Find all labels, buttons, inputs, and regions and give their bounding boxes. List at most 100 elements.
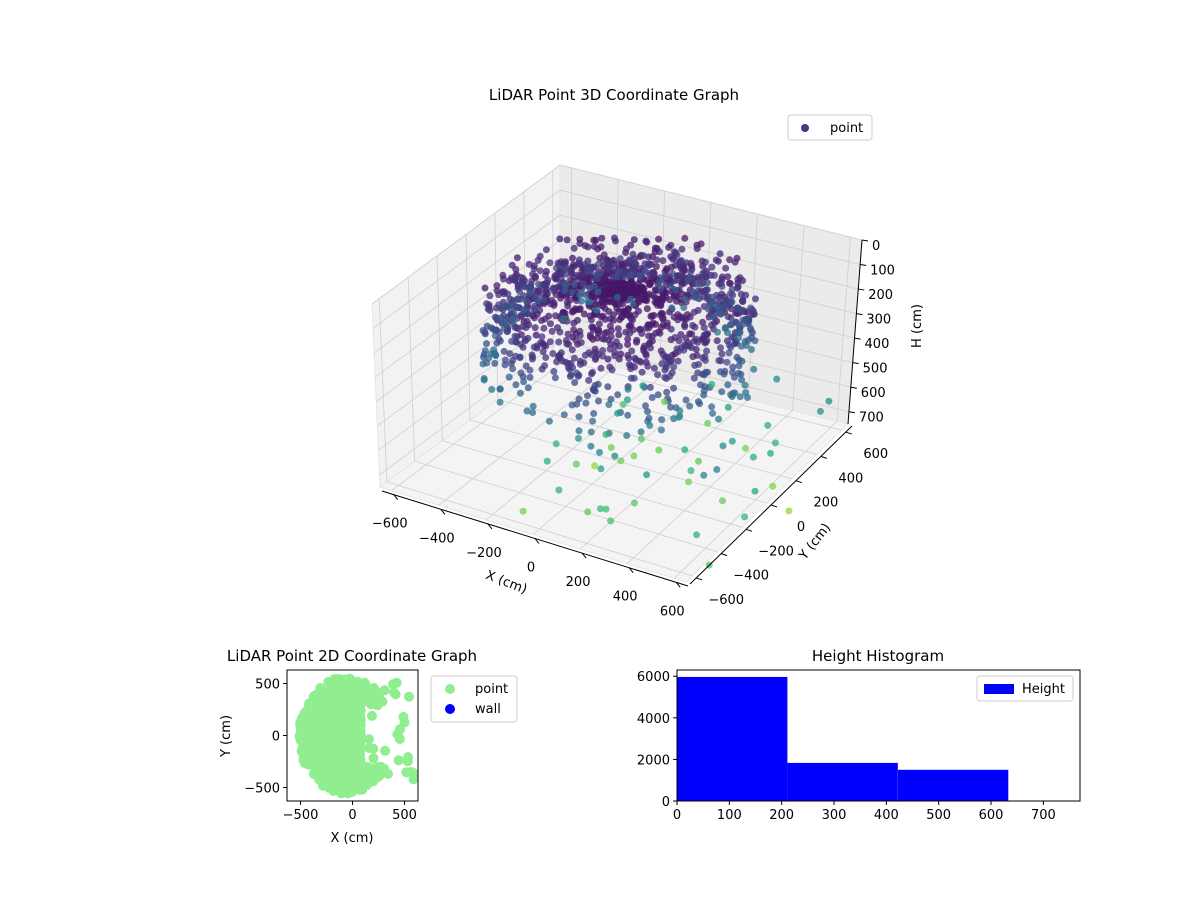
point-3d (589, 417, 597, 425)
point-3d (681, 323, 689, 331)
point-3d (719, 497, 726, 505)
point-3d (674, 348, 682, 356)
point-3d (590, 282, 598, 290)
point-3d (491, 359, 499, 367)
point-3d (694, 369, 702, 377)
point-3d (749, 453, 757, 461)
point-3d (655, 235, 663, 243)
y-tick-label: 500 (255, 678, 280, 693)
point-3d (610, 260, 618, 268)
point-3d (637, 428, 645, 436)
point-3d (638, 368, 646, 376)
point-3d (724, 313, 732, 321)
point-3d (710, 271, 718, 279)
point-3d (661, 354, 669, 362)
point-3d (648, 337, 656, 345)
z-tick (848, 411, 856, 414)
point-3d (736, 328, 744, 336)
y-tick (696, 577, 703, 581)
point-3d (701, 258, 709, 266)
point-3d (594, 288, 602, 296)
point-3d (645, 290, 653, 298)
z-tick-label: 600 (861, 386, 886, 401)
point-3d (674, 311, 682, 319)
grid-z-left (371, 164, 561, 305)
chart-3d-zlabel: H (cm) (910, 304, 925, 348)
point-3d (540, 324, 548, 332)
point-3d (708, 293, 716, 301)
chart-2d-ylabel: Y (cm) (219, 715, 234, 758)
point-3d (700, 324, 708, 332)
legend-box (787, 114, 873, 141)
y-tick-label: −600 (708, 593, 744, 608)
point-3d (731, 389, 739, 397)
point-3d (603, 328, 611, 336)
z-tick-label: 0 (872, 239, 880, 254)
point-3d (663, 388, 671, 396)
point-3d (520, 378, 528, 386)
point-3d (724, 273, 732, 281)
point-2d (364, 734, 374, 745)
point-3d (708, 380, 716, 388)
point-3d (541, 362, 549, 370)
point-3d (604, 383, 612, 391)
x-tick (628, 567, 634, 574)
point-3d (547, 320, 554, 328)
point-3d (640, 252, 648, 260)
point-3d (655, 279, 663, 286)
point-3d (767, 449, 774, 457)
point-2d (334, 769, 345, 779)
chart-3d-points (479, 234, 833, 569)
point-2d (330, 729, 341, 740)
point-3d (764, 421, 772, 429)
point-3d (692, 335, 700, 343)
point-3d (507, 305, 515, 313)
point-3d (529, 409, 537, 416)
chart-3d-axes: −600−400−2000200400600−600−400−200020040… (372, 239, 895, 619)
point-3d (655, 446, 663, 454)
point-3d (536, 306, 544, 314)
point-3d (553, 358, 561, 366)
point-3d (643, 238, 651, 246)
point-3d (635, 298, 643, 306)
point-3d (625, 354, 633, 362)
x-tick-label: 300 (822, 808, 847, 823)
x-tick-label: 400 (613, 590, 638, 605)
point-3d (744, 394, 751, 401)
legend-swatch-point (801, 124, 809, 132)
point-3d (722, 264, 730, 272)
point-3d (526, 373, 534, 381)
point-3d (630, 236, 638, 244)
point-3d (647, 344, 654, 352)
point-3d (576, 291, 584, 299)
point-3d (543, 457, 551, 465)
point-2d (322, 727, 333, 738)
point-3d (651, 364, 658, 372)
point-3d (572, 336, 580, 344)
point-3d (739, 297, 746, 305)
point-3d (677, 265, 685, 272)
point-2d (296, 734, 307, 745)
point-3d (659, 291, 667, 299)
point-3d (576, 305, 584, 313)
point-2d (372, 700, 383, 711)
point-3d (601, 335, 609, 343)
point-3d (486, 292, 494, 300)
point-3d (512, 303, 520, 311)
x-tick (393, 494, 399, 500)
point-3d (561, 264, 569, 272)
point-3d (701, 331, 709, 339)
point-3d (658, 416, 666, 424)
point-3d (587, 428, 595, 436)
point-3d (500, 347, 508, 355)
point-3d (541, 315, 549, 323)
point-3d (508, 261, 516, 269)
point-3d (722, 302, 729, 310)
point-3d (722, 324, 729, 331)
point-3d (530, 305, 538, 313)
z-tick-label: 400 (865, 337, 890, 352)
point-2d (393, 755, 404, 766)
point-3d (569, 254, 576, 262)
point-3d (506, 350, 514, 358)
grid-z-back (559, 214, 859, 290)
